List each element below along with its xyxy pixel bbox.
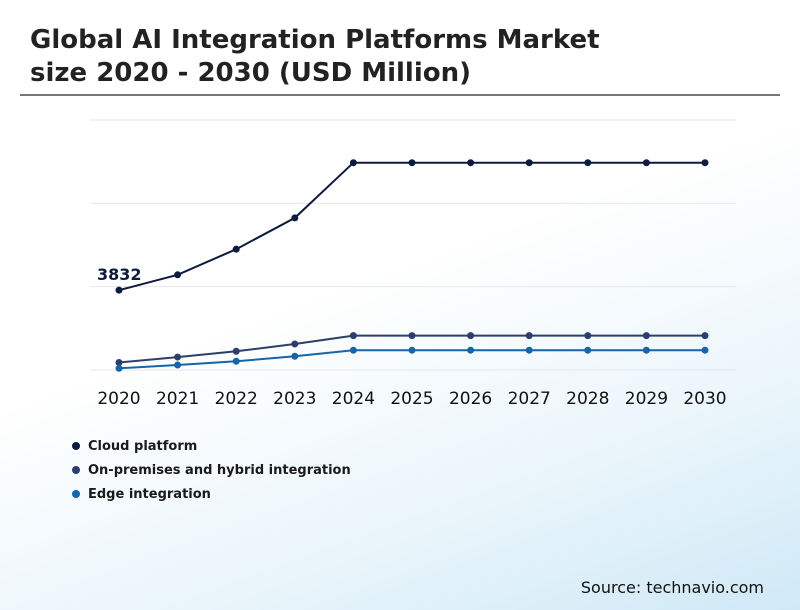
title-line-2: size 2020 - 2030 (USD Million) [30,58,472,88]
x-tick-label: 2029 [625,389,668,409]
legend-marker-icon [72,490,80,498]
data-point [584,346,592,354]
legend-label: Cloud platform [88,438,198,454]
data-point [525,346,533,354]
data-point [584,159,592,167]
data-point [291,352,299,360]
data-point [408,346,416,354]
data-point [584,332,592,340]
data-point [701,159,709,167]
data-point [642,346,650,354]
data-point [291,340,299,348]
data-point [115,286,123,294]
data-label: 3832 [97,265,142,284]
line-chart: 2020 2021 2022 2023 2024 2025 2026 2027 2028 2029… [90,119,736,409]
x-tick-label: 2022 [215,389,258,409]
title-line-1: Global AI Integration Platforms Market [30,25,600,55]
data-point [701,332,709,340]
series-line [118,161,705,292]
data-point [349,346,357,354]
data-point [174,271,182,279]
data-point [115,359,123,366]
legend-item-cloud-platform: Cloud platform [72,434,351,458]
data-point [291,214,299,222]
x-tick-label: 2025 [390,389,433,409]
x-tick-label: 2024 [332,389,375,409]
legend-marker-icon [72,442,80,450]
data-point [642,332,650,340]
data-point [174,361,182,369]
page-title: Global AI Integration Platforms Market s… [30,24,600,90]
data-point [232,245,240,253]
legend-label: Edge integration [88,486,211,502]
x-tick-label: 2030 [683,389,726,409]
data-point [408,332,416,340]
data-point [467,346,475,354]
data-point [525,332,533,340]
title-divider [20,94,780,96]
data-point [642,159,650,167]
x-tick-label: 2023 [273,389,316,409]
data-point [467,159,475,167]
chart-legend: Cloud platform On-premises and hybrid in… [72,434,351,506]
data-point [115,364,123,372]
x-tick-label: 2026 [449,389,492,409]
x-tick-label: 2020 [97,389,140,409]
x-tick-label: 2027 [508,389,551,409]
data-point [349,332,357,340]
x-tick-label: 2028 [566,389,609,409]
data-point [232,347,240,355]
legend-label: On-premises and hybrid integration [88,462,351,478]
source-credit: Source: technavio.com [580,578,764,597]
x-tick-label: 2021 [156,389,199,409]
data-point [232,357,240,365]
legend-item-edge-integration: Edge integration [72,482,351,506]
data-point [408,159,416,167]
legend-item-on-premises-hybrid: On-premises and hybrid integration [72,458,351,482]
legend-marker-icon [72,466,80,474]
data-point [174,353,182,361]
data-point [701,346,709,354]
data-point [349,159,357,167]
data-point [525,159,533,167]
data-point [467,332,475,340]
